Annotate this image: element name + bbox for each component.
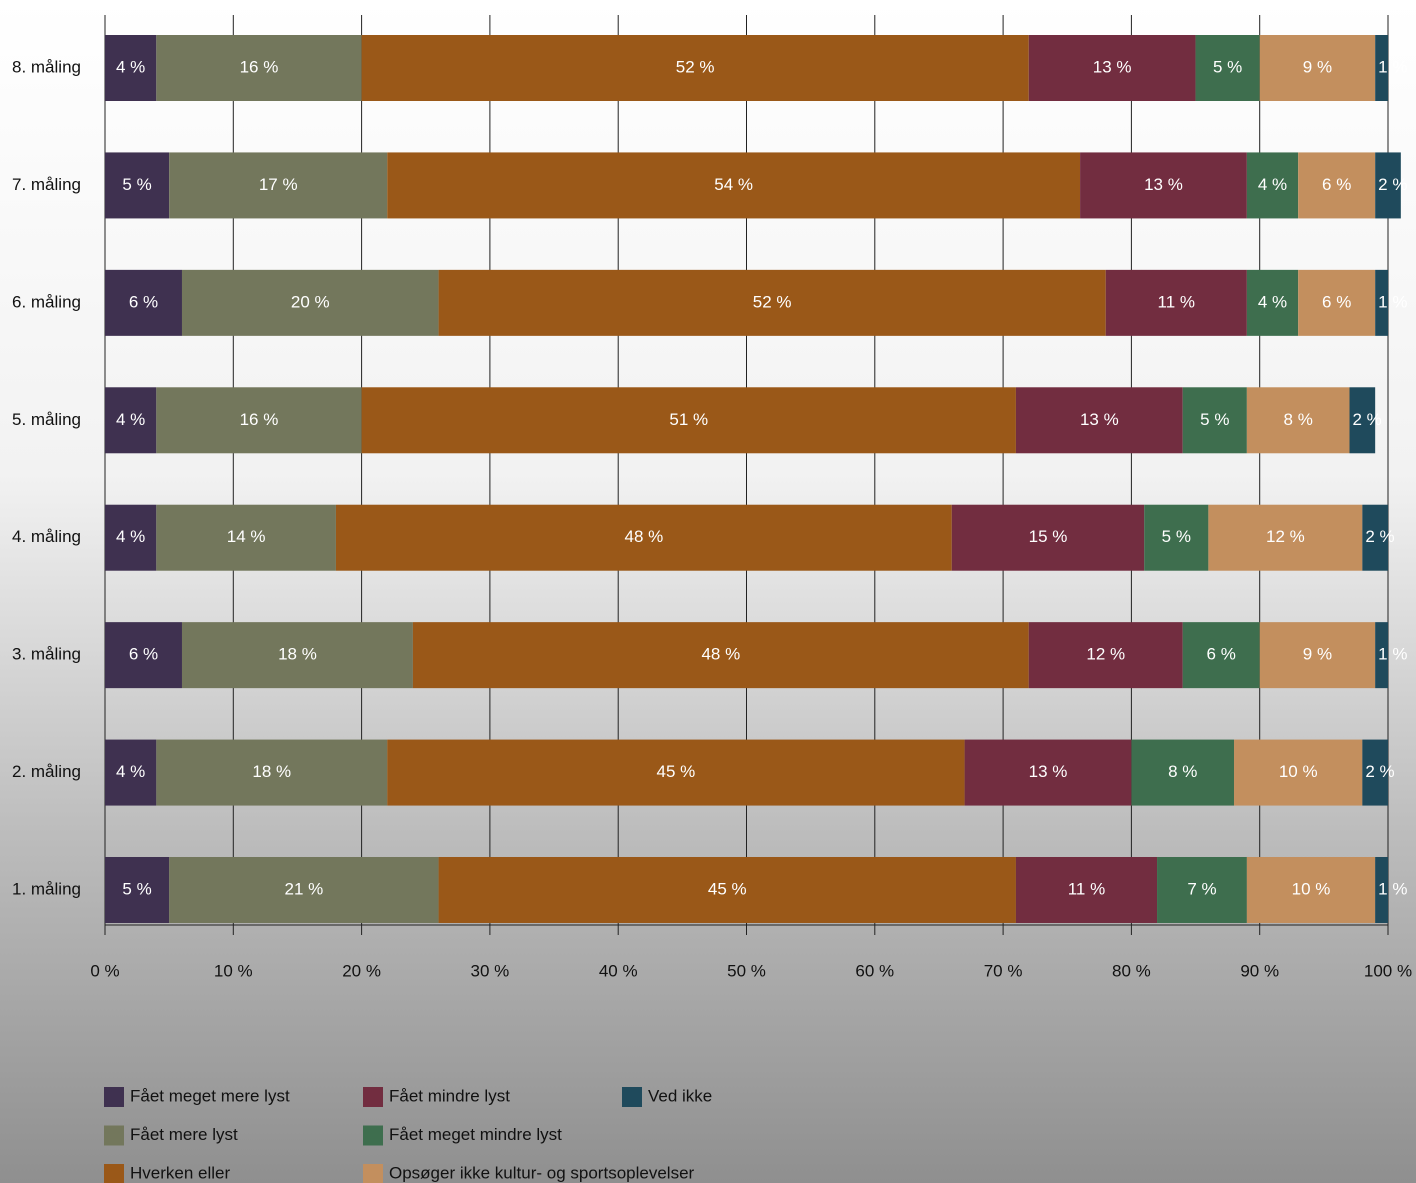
data-label: 4 % (116, 762, 145, 781)
y-tick-label: 3. måling (12, 645, 81, 664)
data-label: 17 % (259, 175, 298, 194)
legend-label: Fået mindre lyst (389, 1086, 510, 1105)
x-tick-label: 60 % (855, 961, 894, 980)
data-label: 16 % (240, 410, 279, 429)
x-tick-label: 100 % (1364, 961, 1412, 980)
data-label: 10 % (1279, 762, 1318, 781)
x-tick-label: 20 % (342, 961, 381, 980)
y-tick-label: 5. måling (12, 410, 81, 429)
data-label: 4 % (116, 410, 145, 429)
data-label: 13 % (1093, 57, 1132, 76)
x-tick-label: 90 % (1240, 961, 1279, 980)
x-tick-label: 10 % (214, 961, 253, 980)
data-label: 10 % (1292, 879, 1331, 898)
x-tick-label: 30 % (471, 961, 510, 980)
data-label: 5 % (1200, 410, 1229, 429)
data-label: 4 % (1258, 175, 1287, 194)
data-label: 52 % (676, 57, 715, 76)
legend-swatch (363, 1126, 383, 1146)
chart: 0 % 10 % 20 % 30 % 40 % 50 % 60 % 70 % 80 % 90 % 1… (0, 0, 1416, 1183)
data-label: 4 % (116, 527, 145, 546)
legend-label: Fået mere lyst (130, 1125, 238, 1144)
data-label: 12 % (1266, 527, 1305, 546)
data-label: 16 % (240, 57, 279, 76)
data-label: 11 % (1068, 879, 1106, 898)
data-label: 13 % (1029, 762, 1068, 781)
data-label: 48 % (701, 645, 740, 664)
data-label: 6 % (1322, 292, 1351, 311)
legend-label: Opsøger ikke kultur- og sportsoplevelser (389, 1163, 695, 1182)
legend-swatch (104, 1126, 124, 1146)
legend-label: Fået meget mere lyst (130, 1086, 290, 1105)
legend-label: Ved ikke (648, 1086, 712, 1105)
legend-swatch (363, 1087, 383, 1107)
data-label: 5 % (122, 175, 151, 194)
data-label: 18 % (252, 762, 291, 781)
data-label: 9 % (1303, 57, 1332, 76)
data-label: 2 % (1365, 762, 1394, 781)
data-label: 51 % (669, 410, 708, 429)
data-label: 5 % (1162, 527, 1191, 546)
data-label: 14 % (227, 527, 266, 546)
data-label: 48 % (624, 527, 663, 546)
data-label: 15 % (1029, 527, 1068, 546)
data-label: 5 % (122, 879, 151, 898)
data-label: 2 % (1353, 410, 1382, 429)
data-label: 6 % (1322, 175, 1351, 194)
data-label: 13 % (1144, 175, 1183, 194)
data-label: 20 % (291, 292, 330, 311)
x-tick-label: 50 % (727, 961, 766, 980)
data-label: 45 % (708, 879, 747, 898)
data-label: 2 % (1365, 527, 1394, 546)
legend-swatch (104, 1164, 124, 1183)
data-label: 9 % (1303, 645, 1332, 664)
y-tick-label: 4. måling (12, 527, 81, 546)
data-label: 11 % (1158, 292, 1196, 311)
page: 0 % 10 % 20 % 30 % 40 % 50 % 60 % 70 % 80 % 90 % 1… (0, 0, 1416, 1183)
y-tick-label: 8. måling (12, 57, 81, 76)
data-label: 8 % (1284, 410, 1313, 429)
legend-label: Fået meget mindre lyst (389, 1125, 562, 1144)
data-label: 1 % (1378, 292, 1407, 311)
y-tick-label: 7. måling (12, 175, 81, 194)
data-label: 21 % (284, 879, 323, 898)
data-label: 6 % (129, 292, 158, 311)
data-label: 12 % (1086, 645, 1125, 664)
data-label: 5 % (1213, 57, 1242, 76)
data-label: 2 % (1378, 175, 1407, 194)
data-label: 1 % (1378, 879, 1407, 898)
data-label: 6 % (1207, 645, 1236, 664)
data-label: 4 % (1258, 292, 1287, 311)
x-tick-label: 80 % (1112, 961, 1151, 980)
legend-label: Hverken eller (130, 1163, 230, 1182)
legend-swatch (363, 1164, 383, 1183)
y-tick-label: 1. måling (12, 879, 81, 898)
x-tick-label: 70 % (984, 961, 1023, 980)
x-tick-label: 0 % (90, 961, 119, 980)
data-label: 54 % (714, 175, 753, 194)
data-label: 4 % (116, 57, 145, 76)
data-label: 18 % (278, 645, 317, 664)
legend-swatch (104, 1087, 124, 1107)
legend-swatch (622, 1087, 642, 1107)
data-label: 6 % (129, 645, 158, 664)
data-label: 52 % (753, 292, 792, 311)
data-label: 45 % (657, 762, 696, 781)
x-tick-label: 40 % (599, 961, 638, 980)
data-label: 7 % (1187, 879, 1216, 898)
data-label: 13 % (1080, 410, 1119, 429)
y-tick-label: 2. måling (12, 762, 81, 781)
y-tick-label: 6. måling (12, 292, 81, 311)
data-label: 1 % (1378, 645, 1407, 664)
data-label: 1 % (1378, 57, 1407, 76)
data-label: 8 % (1168, 762, 1197, 781)
